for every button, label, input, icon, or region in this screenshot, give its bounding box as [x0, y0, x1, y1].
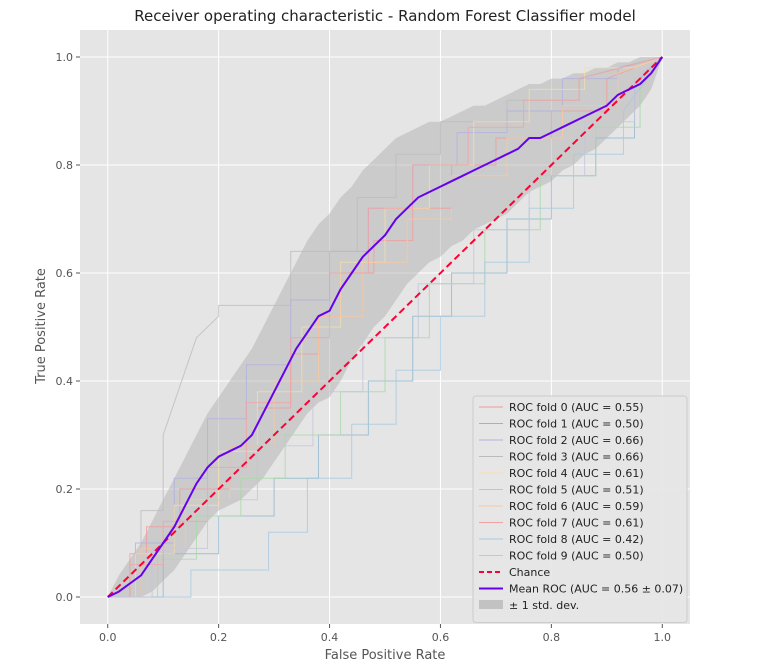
fold-6-line — [107, 56, 663, 598]
x-tick-label: 0.2 — [210, 631, 228, 644]
mean-layer — [107, 56, 664, 598]
legend-mean-label: Mean ROC (AUC = 0.56 ± 0.07) — [509, 583, 683, 596]
fold-5-line — [107, 56, 663, 598]
mean-roc-line — [107, 56, 664, 598]
fold-lines — [107, 56, 663, 598]
x-tick-label: 0.4 — [321, 631, 339, 644]
tick-labels: 0.0 0.2 0.4 0.6 0.8 1.0 0.0 0.2 0.4 0.6 0.8 1.0 — [56, 51, 672, 644]
x-axis-label: False Positive Rate — [325, 648, 446, 663]
y-tick-label: 0.2 — [56, 483, 74, 496]
y-tick-label: 0.8 — [56, 159, 74, 172]
y-tick-label: 1.0 — [56, 51, 74, 64]
legend-fold-6-label: ROC fold 6 (AUC = 0.59) — [509, 500, 644, 513]
y-tick-label: 0.6 — [56, 267, 74, 280]
y-axis-label: True Positive Rate — [34, 268, 49, 385]
legend-fold-0-label: ROC fold 0 (AUC = 0.55) — [509, 401, 644, 414]
legend-fold-3-label: ROC fold 3 (AUC = 0.66) — [509, 451, 644, 464]
legend-fold-8-label: ROC fold 8 (AUC = 0.42) — [509, 533, 644, 546]
legend-fold-5-label: ROC fold 5 (AUC = 0.51) — [509, 484, 644, 497]
legend-fold-1-label: ROC fold 1 (AUC = 0.50) — [509, 418, 644, 431]
fold-9-line — [107, 56, 663, 598]
fold-4-line — [107, 56, 663, 598]
y-tick-label: 0.0 — [56, 591, 74, 604]
chance-line — [107, 56, 663, 598]
legend-fold-2-label: ROC fold 2 (AUC = 0.66) — [509, 434, 644, 447]
fold-3-line — [107, 56, 663, 598]
legend-fold-4-label: ROC fold 4 (AUC = 0.61) — [509, 467, 644, 480]
legend-fold-9-label: ROC fold 9 (AUC = 0.50) — [509, 550, 644, 563]
fold-8-line — [107, 56, 663, 598]
x-tick-label: 0.8 — [543, 631, 561, 644]
fold-7-line — [107, 56, 663, 598]
legend-box — [472, 395, 688, 623]
x-tick-label: 1.0 — [654, 631, 672, 644]
legend-fold-7-label: ROC fold 7 (AUC = 0.61) — [509, 517, 644, 530]
chart-title: Receiver operating characteristic - Rand… — [134, 7, 635, 25]
legend: ROC fold 0 (AUC = 0.55) ROC fold 1 (AUC =… — [472, 395, 688, 623]
x-tick-label: 0.6 — [432, 631, 450, 644]
legend-std-label: ± 1 std. dev. — [509, 599, 579, 612]
chance-layer — [107, 56, 663, 598]
x-tick-label: 0.0 — [99, 631, 117, 644]
legend-std-swatch — [479, 600, 503, 609]
legend-chance-label: Chance — [509, 566, 550, 579]
y-tick-label: 0.4 — [56, 375, 74, 388]
